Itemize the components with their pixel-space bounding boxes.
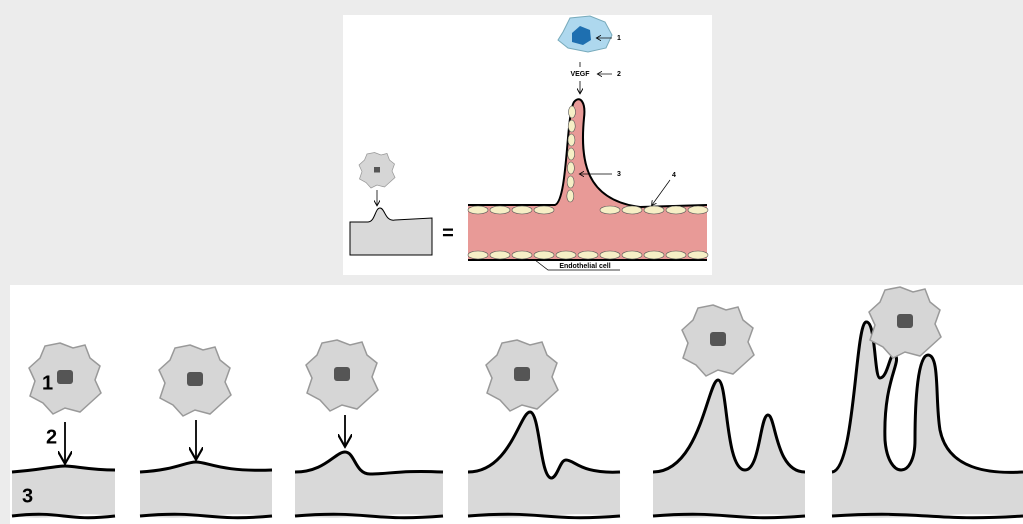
angiogenesis-diagram: = 1 VEGF 2 3 4 Endothelial cell 1 2 3: [0, 0, 1023, 524]
nucleus: [897, 314, 913, 328]
page: = 1 VEGF 2 3 4 Endothelial cell 1 2 3 ((…: [0, 0, 1023, 524]
label: 1: [42, 372, 53, 394]
endothelial-cell: [644, 251, 664, 259]
endothelial-cell: [666, 206, 686, 214]
endothelial-cell: [512, 206, 532, 214]
endothelial-cell: [490, 206, 510, 214]
label: 2: [617, 71, 621, 78]
endothelial-cell: [568, 120, 575, 132]
label: VEGF: [570, 71, 590, 78]
label: 4: [672, 172, 676, 179]
endothelial-cell: [468, 251, 488, 259]
endothelial-cell: [468, 206, 488, 214]
endothelial-cell: [568, 134, 575, 146]
endothelial-cell: [688, 206, 708, 214]
nucleus: [334, 367, 350, 381]
label: 2: [46, 426, 57, 448]
equals-sign: =: [442, 222, 454, 244]
endothelial-cell: [556, 251, 576, 259]
endothelial-cell: [567, 190, 574, 202]
nucleus: [57, 370, 73, 384]
endothelial-cell: [622, 251, 642, 259]
endothelial-cell: [512, 251, 532, 259]
label: Endothelial cell: [559, 263, 610, 270]
nucleus: [710, 332, 726, 346]
endothelial-cell: [569, 106, 576, 118]
endothelial-cell: [534, 206, 554, 214]
endothelial-cell: [600, 206, 620, 214]
endothelial-cell: [567, 162, 574, 174]
endothelial-cell: [644, 206, 664, 214]
endothelial-cell: [600, 251, 620, 259]
label: 3: [617, 171, 621, 178]
nucleus: [187, 372, 203, 386]
endothelial-cell: [578, 251, 598, 259]
endothelial-cell: [534, 251, 554, 259]
endothelial-cell: [688, 251, 708, 259]
nucleus: [514, 367, 530, 381]
label: 1: [617, 35, 621, 42]
endothelial-cell: [622, 206, 642, 214]
endothelial-cell: [666, 251, 686, 259]
endothelial-cell: [568, 148, 575, 160]
label: 3: [22, 485, 33, 507]
endothelial-cell: [567, 176, 574, 188]
endothelial-cell: [490, 251, 510, 259]
